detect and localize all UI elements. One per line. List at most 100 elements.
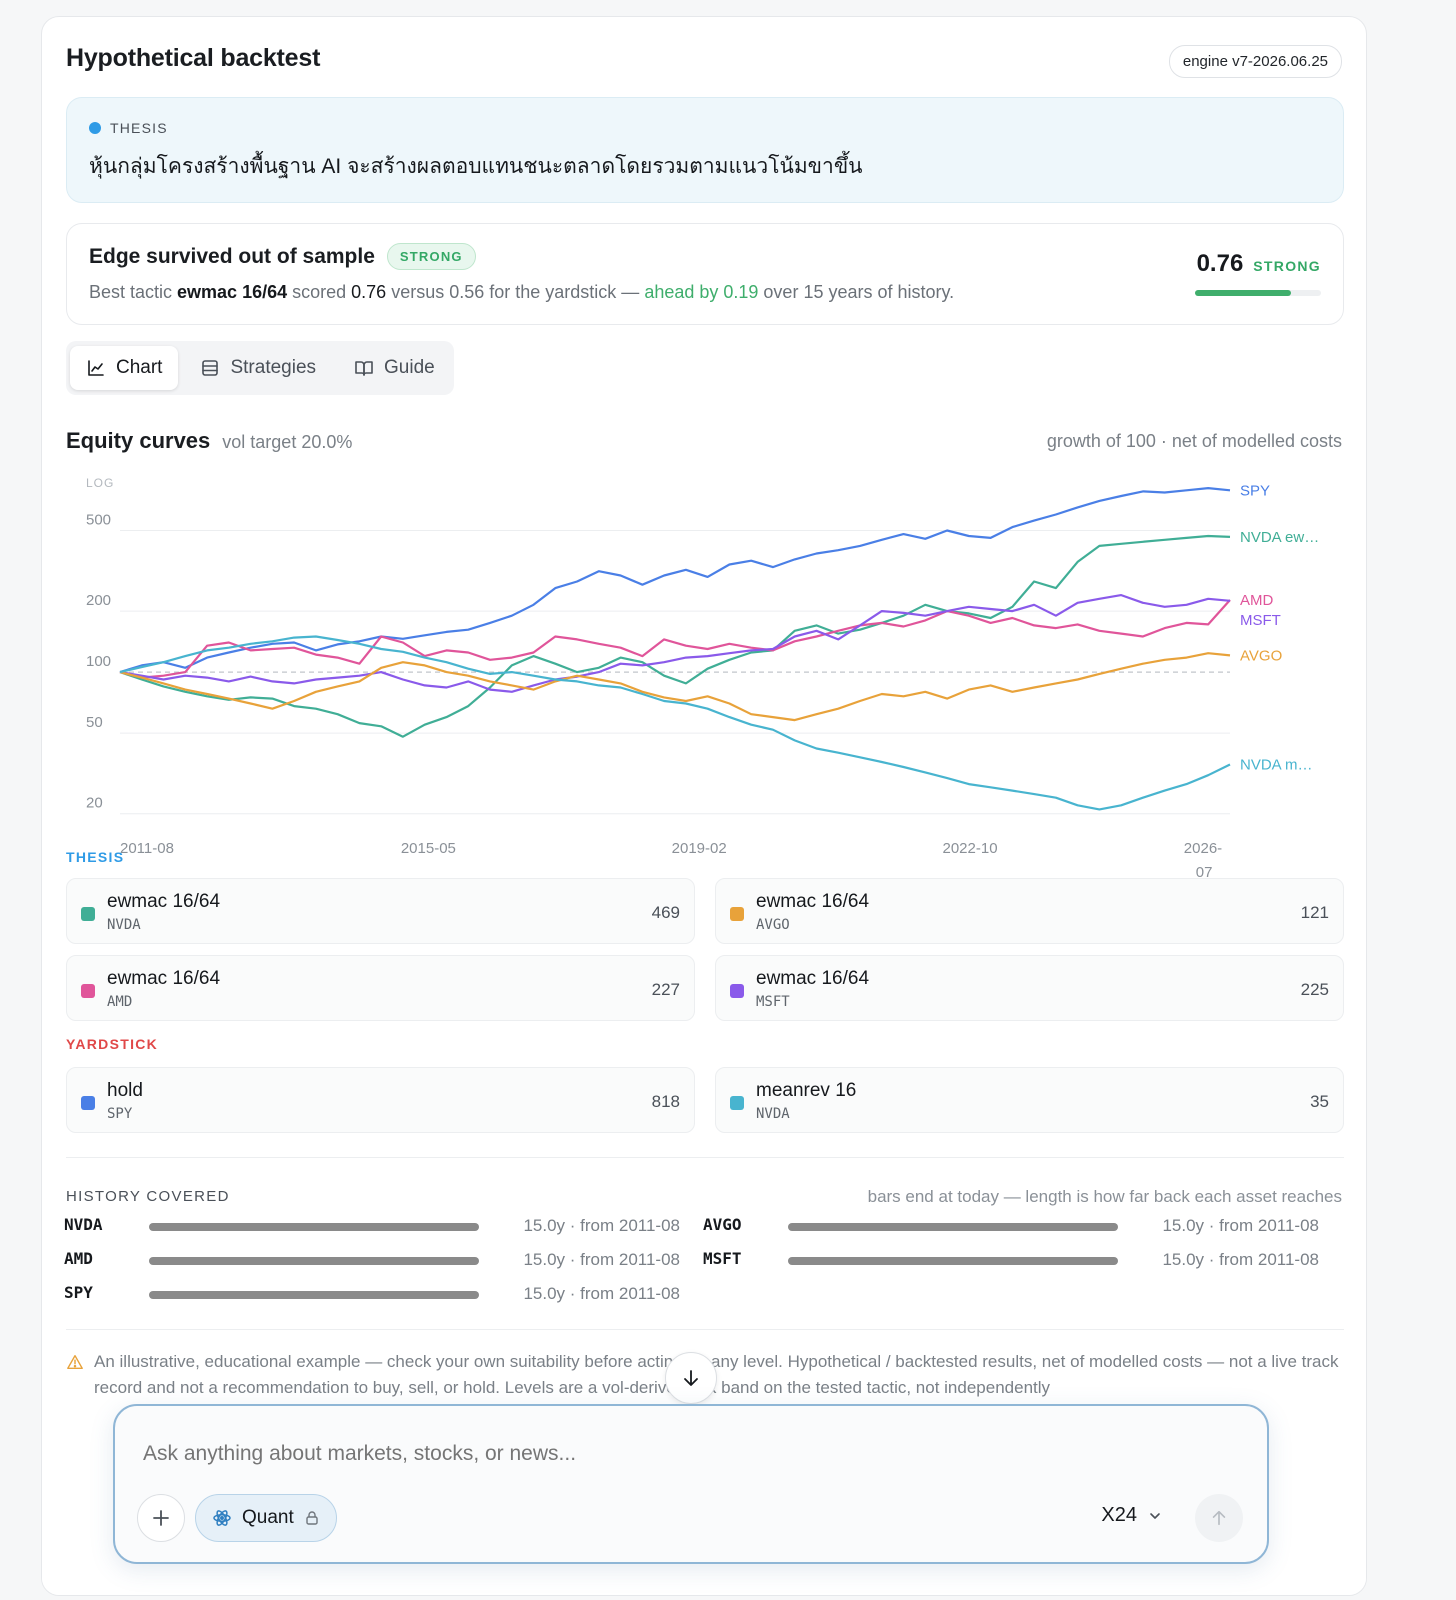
series-swatch [81,1096,95,1110]
strategy-value: 818 [651,1092,680,1111]
tab-guide-label: Guide [384,357,435,378]
strategy-ticker: NVDA [107,917,141,933]
edge-score: 0.76 STRONG [1197,250,1321,278]
series-line [119,599,1231,679]
attach-button[interactable] [137,1494,185,1542]
strategy-value: 121 [1300,903,1329,922]
lock-icon [306,1511,318,1525]
tab-chart-label: Chart [116,357,163,378]
series-swatch [730,907,744,921]
equity-subtitle: vol target 20.0% [222,432,353,452]
history-note: bars end at today — length is how far ba… [867,1187,1342,1206]
y-tick-label: 50 [86,714,103,731]
send-button[interactable] [1195,1494,1243,1542]
history-bar [788,1223,1118,1231]
strategy-ticker: NVDA [756,1106,790,1122]
strategy-card[interactable]: ewmac 16/64 AVGO 121 [715,878,1344,944]
tab-chart[interactable]: Chart [70,346,179,390]
history-row: AVGO 15.0y · from 2011-08 [703,1215,1319,1239]
series-label: SPY [1240,482,1270,499]
tab-strategies[interactable]: Strategies [184,346,332,390]
table-icon [202,360,219,376]
strategy-card[interactable]: hold SPY 818 [66,1067,695,1133]
edge-score-bar-fill [1195,290,1291,296]
strategy-name: hold [107,1080,143,1101]
history-range: 15.0y · from 2011-08 [523,1250,680,1269]
equity-header: Equity curves vol target 20.0% [66,428,352,454]
edge-desc-suffix: over 15 years of history. [758,282,955,302]
strategy-name: ewmac 16/64 [756,968,870,989]
x-tick-label: 2026-07 [1184,840,1222,881]
arrow-down-icon [684,1370,698,1386]
history-bar [149,1291,479,1299]
history-asset: AMD [64,1249,93,1268]
strategy-card[interactable]: ewmac 16/64 AMD 227 [66,955,695,1021]
chat-composer: Quant X24 [113,1404,1269,1564]
thesis-strategy-list: ewmac 16/64 NVDA 469 ewmac 16/64 AVGO 121 ewma… [66,878,1344,1021]
strategy-name: meanrev 16 [756,1080,857,1101]
atom-icon [213,1510,231,1526]
edge-score-value: 0.76 [1196,250,1244,277]
series-line [119,487,1231,674]
strategy-card[interactable]: meanrev 16 NVDA 35 [715,1067,1344,1133]
strategy-ticker: SPY [107,1106,133,1122]
disclaimer-text: An illustrative, educational example — c… [94,1352,1339,1397]
tab-guide[interactable]: Guide [338,346,451,390]
history-asset: MSFT [703,1249,742,1268]
plus-icon [153,1510,169,1526]
quant-mode-button[interactable]: Quant [195,1494,337,1542]
equity-note: growth of 100 · net of modelled costs [1046,431,1342,451]
series-label: AMD [1240,592,1274,609]
history-range: 15.0y · from 2011-08 [1162,1250,1319,1269]
strategy-value: 227 [651,980,680,999]
model-selector-label: X24 [1101,1504,1137,1526]
history-range: 15.0y · from 2011-08 [523,1284,680,1303]
edge-score-label: STRONG [1253,258,1321,274]
edge-desc-versus: versus 0.56 for the yardstick — [386,282,645,302]
history-asset: AVGO [703,1215,742,1234]
series-line [119,594,1231,693]
series-swatch [81,984,95,998]
edge-summary: Edge survived out of sample STRONG Best … [66,223,1344,325]
history-row: MSFT 15.0y · from 2011-08 [703,1249,1319,1273]
chevron-down-icon [1150,1512,1160,1519]
history-row: NVDA 15.0y · from 2011-08 [64,1215,680,1239]
divider [66,1329,1344,1330]
model-selector[interactable]: X24 [1101,1504,1163,1527]
warning-icon [67,1354,83,1370]
strength-badge: STRONG [386,243,476,270]
engine-version-badge: engine v7-2026.06.25 [1168,45,1342,78]
strategy-card[interactable]: ewmac 16/64 MSFT 225 [715,955,1344,1021]
history-bar [149,1223,479,1231]
y-tick-label: 200 [86,592,111,609]
line-chart-icon [88,360,104,376]
divider [66,1157,1344,1158]
series-line [119,635,1231,811]
series-line [119,652,1231,722]
thesis-section-label: THESIS [66,849,125,865]
scroll-down-button[interactable] [665,1352,717,1404]
thesis-text: หุ้นกลุ่มโครงสร้างพื้นฐาน AI จะสร้างผลตอ… [89,155,863,178]
history-bar [788,1257,1118,1265]
equity-chart: LOG 20 50 100 200 500 2011-08 2015-05 2019-02 202… [86,476,1319,881]
edge-desc-scored: scored [287,282,352,302]
history-bar [149,1257,479,1265]
history-asset: SPY [64,1283,93,1302]
strategy-card[interactable]: ewmac 16/64 NVDA 469 [66,878,695,944]
scale-label: LOG [86,476,114,490]
y-tick-label: 500 [86,512,111,529]
series-swatch [730,984,744,998]
history-range: 15.0y · from 2011-08 [523,1216,680,1235]
chat-input[interactable] [143,1442,1233,1466]
arrow-up-icon [1212,1510,1226,1526]
view-tabs: Chart Strategies Guide [66,341,454,395]
history-row: AMD 15.0y · from 2011-08 [64,1249,680,1273]
series-label: MSFT [1240,612,1281,629]
disclaimer: An illustrative, educational example — c… [66,1349,1344,1401]
x-tick-label: 2015-05 [401,840,456,857]
series-swatch [730,1096,744,1110]
history-range: 15.0y · from 2011-08 [1162,1216,1319,1235]
strategy-name: ewmac 16/64 [107,891,221,912]
history-asset: NVDA [64,1215,103,1234]
edge-desc-prefix: Best tactic [89,282,178,302]
